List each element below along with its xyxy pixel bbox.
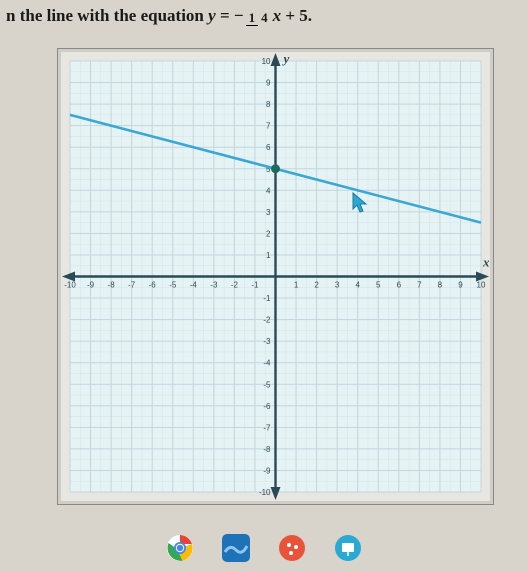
- svg-text:10: 10: [477, 281, 486, 290]
- svg-text:8: 8: [438, 281, 443, 290]
- fraction-denominator: 4: [258, 10, 271, 25]
- svg-text:1: 1: [294, 281, 299, 290]
- prompt-suffix: + 5.: [281, 6, 312, 25]
- svg-text:y: y: [282, 51, 290, 66]
- svg-text:8: 8: [266, 100, 271, 109]
- svg-text:-5: -5: [169, 281, 177, 290]
- art-app-icon[interactable]: [278, 534, 306, 562]
- svg-text:-8: -8: [263, 445, 271, 454]
- svg-text:-4: -4: [263, 359, 271, 368]
- svg-text:-6: -6: [263, 402, 271, 411]
- presentation-app-icon[interactable]: [334, 534, 362, 562]
- svg-text:-9: -9: [87, 281, 95, 290]
- fraction-numerator: 1: [246, 10, 259, 26]
- svg-text:-9: -9: [263, 466, 271, 475]
- wave-app-icon[interactable]: [222, 534, 250, 562]
- svg-text:9: 9: [458, 281, 463, 290]
- svg-text:-10: -10: [259, 488, 271, 497]
- prompt-eq: = −: [220, 6, 244, 25]
- svg-text:6: 6: [397, 281, 402, 290]
- svg-text:-1: -1: [251, 281, 259, 290]
- svg-text:3: 3: [266, 208, 271, 217]
- svg-text:-5: -5: [263, 380, 271, 389]
- svg-text:7: 7: [266, 122, 271, 131]
- coordinate-plane-chart[interactable]: -10-9-8-7-6-5-4-3-2-11234567891012345678…: [57, 48, 494, 505]
- svg-text:-3: -3: [263, 337, 271, 346]
- svg-text:1: 1: [266, 251, 271, 260]
- equation-prompt: n the line with the equation y = −14x + …: [6, 6, 312, 26]
- svg-text:5: 5: [376, 281, 381, 290]
- svg-text:6: 6: [266, 143, 271, 152]
- prompt-fraction: 14: [246, 11, 271, 24]
- prompt-var: x: [273, 6, 282, 25]
- svg-text:-3: -3: [210, 281, 218, 290]
- chrome-icon[interactable]: [166, 534, 194, 562]
- svg-text:3: 3: [335, 281, 340, 290]
- svg-text:-8: -8: [108, 281, 116, 290]
- prompt-prefix: n the line with the equation: [6, 6, 208, 25]
- svg-text:-7: -7: [263, 423, 271, 432]
- svg-text:-2: -2: [231, 281, 239, 290]
- svg-text:2: 2: [266, 229, 271, 238]
- prompt-lhs: y: [208, 6, 216, 25]
- svg-text:2: 2: [314, 281, 319, 290]
- svg-text:-1: -1: [263, 294, 271, 303]
- svg-text:10: 10: [262, 57, 271, 66]
- svg-text:x: x: [482, 255, 490, 270]
- svg-text:-10: -10: [64, 281, 76, 290]
- taskbar: [0, 524, 528, 572]
- svg-text:-6: -6: [149, 281, 157, 290]
- svg-text:4: 4: [355, 281, 360, 290]
- svg-text:4: 4: [266, 186, 271, 195]
- svg-text:-2: -2: [263, 316, 271, 325]
- svg-text:-4: -4: [190, 281, 198, 290]
- svg-text:-7: -7: [128, 281, 136, 290]
- svg-text:9: 9: [266, 79, 271, 88]
- plot-svg: -10-9-8-7-6-5-4-3-2-11234567891012345678…: [58, 49, 493, 504]
- svg-text:7: 7: [417, 281, 422, 290]
